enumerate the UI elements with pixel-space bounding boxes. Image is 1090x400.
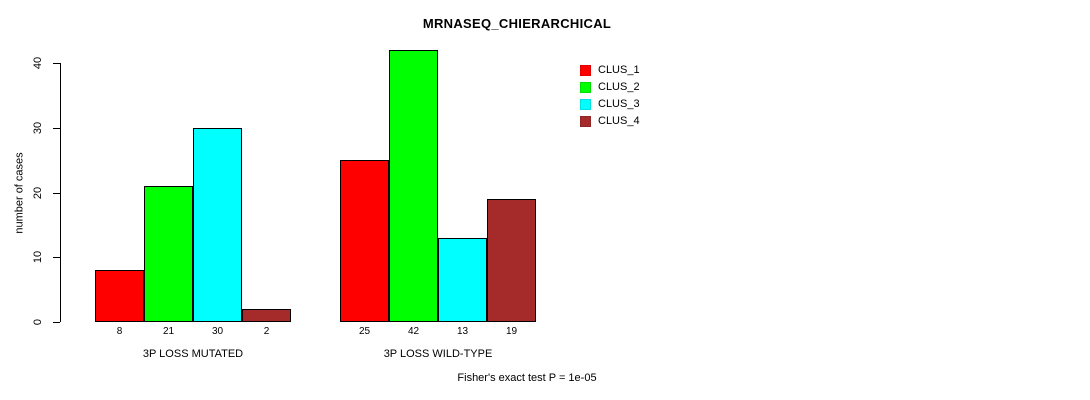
y-tick-label: 20 bbox=[28, 181, 48, 205]
legend-label: CLUS_1 bbox=[598, 64, 640, 76]
y-tick-label-text: 0 bbox=[32, 318, 44, 326]
legend-label: CLUS_3 bbox=[598, 98, 640, 110]
legend-swatch bbox=[580, 65, 591, 76]
y-axis-label-text: number of cases bbox=[14, 152, 27, 234]
legend-swatch bbox=[580, 99, 591, 110]
legend-swatch bbox=[580, 82, 591, 93]
y-tick-label: 10 bbox=[28, 245, 48, 269]
bar-clus_1-group2 bbox=[340, 160, 389, 322]
legend: CLUS_1 CLUS_2 CLUS_3 CLUS_4 bbox=[580, 62, 640, 130]
chart-title: MRNASEQ_CHIERARCHICAL bbox=[422, 16, 612, 31]
bar-clus_3-group1 bbox=[193, 127, 242, 322]
bar-value-label: 13 bbox=[456, 326, 469, 337]
bar-value-label: 21 bbox=[162, 326, 175, 337]
legend-item: CLUS_4 bbox=[580, 113, 640, 130]
bar-value-label: 25 bbox=[358, 326, 371, 337]
y-tick-label: 30 bbox=[28, 116, 48, 140]
legend-item: CLUS_1 bbox=[580, 62, 640, 79]
y-tick-mark bbox=[53, 257, 60, 259]
group-label: 3P LOSS WILD-TYPE bbox=[383, 348, 493, 360]
legend-label: CLUS_4 bbox=[598, 115, 640, 127]
bar-clus_4-group1 bbox=[242, 309, 291, 322]
bar-value-label: 19 bbox=[505, 326, 518, 337]
bar-value-label: 42 bbox=[407, 326, 420, 337]
bar-clus_2-group2 bbox=[389, 50, 438, 322]
legend-label: CLUS_2 bbox=[598, 81, 640, 93]
y-axis-line bbox=[60, 63, 61, 322]
group-label: 3P LOSS MUTATED bbox=[142, 348, 244, 360]
statistical-annotation: Fisher's exact test P = 1e-05 bbox=[457, 372, 597, 384]
y-tick-label-text: 20 bbox=[32, 186, 44, 199]
bar-clus_2-group1 bbox=[144, 186, 193, 322]
y-tick-mark bbox=[53, 192, 60, 194]
bar-clus_3-group2 bbox=[438, 237, 487, 322]
bar-value-label: 2 bbox=[263, 326, 270, 337]
y-tick-mark bbox=[53, 127, 60, 129]
y-tick-label-text: 30 bbox=[32, 121, 44, 134]
y-tick-label-text: 10 bbox=[32, 251, 44, 264]
y-tick-mark bbox=[53, 322, 60, 323]
y-tick-label: 0 bbox=[28, 310, 48, 334]
legend-item: CLUS_2 bbox=[580, 79, 640, 96]
bar-value-label: 8 bbox=[116, 326, 123, 337]
legend-swatch bbox=[580, 116, 591, 127]
y-tick-label: 40 bbox=[28, 51, 48, 75]
bar-value-label: 30 bbox=[211, 326, 224, 337]
plot-area: 0 10 20 30 40 number of cases 8 21 30 2 25 42 13 19… bbox=[14, 50, 660, 360]
y-tick-mark bbox=[53, 63, 60, 64]
bar-clus_4-group2 bbox=[487, 198, 536, 322]
y-axis-label: number of cases bbox=[12, 133, 28, 253]
y-tick-label-text: 40 bbox=[32, 56, 44, 70]
legend-item: CLUS_3 bbox=[580, 96, 640, 113]
bar-clus_1-group1 bbox=[95, 270, 144, 322]
